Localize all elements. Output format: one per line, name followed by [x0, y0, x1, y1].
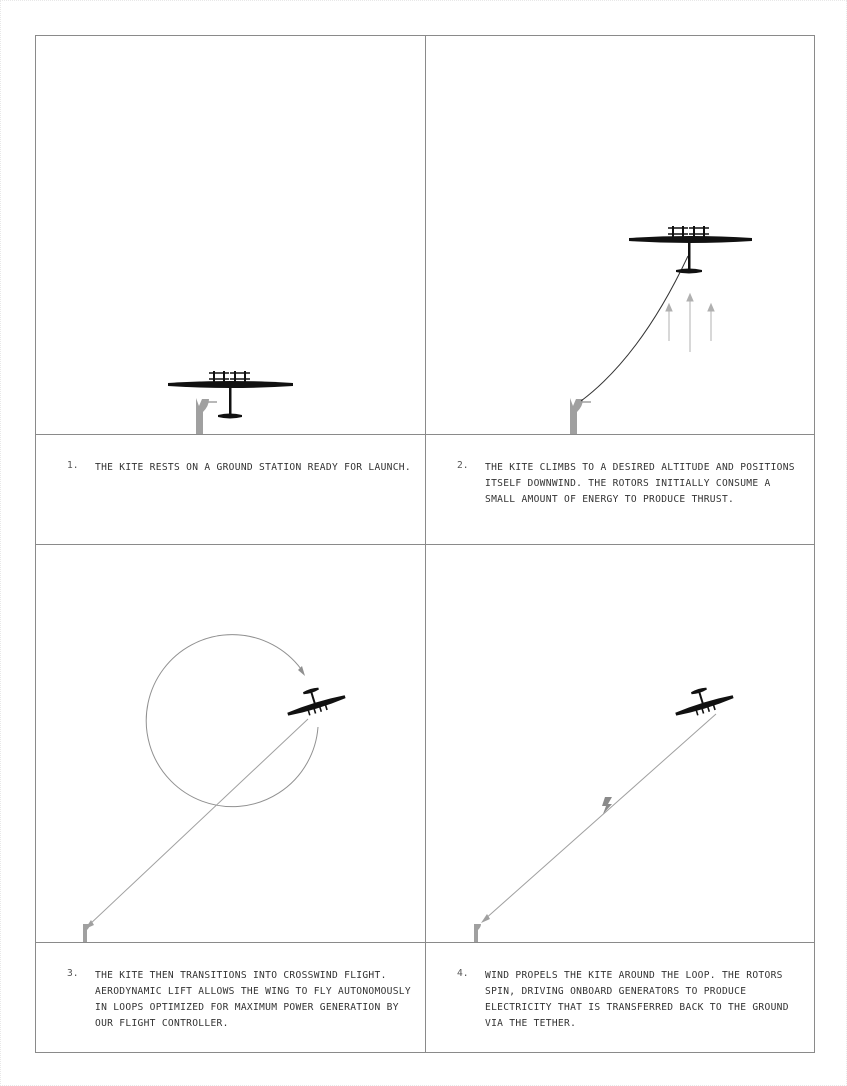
scene-power-generation: [474, 687, 734, 942]
lightning-icon: [602, 797, 612, 814]
step-description: WIND PROPELS THE KITE AROUND THE LOOP. T…: [485, 970, 789, 1029]
kite-wing: [287, 687, 346, 716]
panel-1: 1. THE KITE RESTS ON A GROUND STATION RE…: [36, 36, 426, 544]
caption-1: 1. THE KITE RESTS ON A GROUND STATION RE…: [36, 435, 426, 544]
diagram-grid: 1. THE KITE RESTS ON A GROUND STATION RE…: [35, 35, 815, 1053]
caption-divider-top: [36, 434, 814, 435]
row-divider: [36, 544, 814, 545]
step-description: THE KITE CLIMBS TO A DESIRED ALTITUDE AN…: [485, 462, 795, 505]
wind-arrows: [665, 292, 715, 352]
step-number: 2.: [457, 460, 469, 471]
step-number: 3.: [67, 968, 79, 979]
step-description: THE KITE RESTS ON A GROUND STATION READY…: [95, 462, 411, 473]
kite-wing: [629, 226, 752, 274]
ground-station: [83, 924, 90, 942]
caption-3: 3. THE KITE THEN TRANSITIONS INTO CROSSW…: [36, 943, 426, 1052]
step-number: 1.: [67, 460, 79, 471]
tether-arrowhead: [481, 914, 490, 923]
scene-kite-climbing: [570, 226, 752, 434]
step-description: THE KITE THEN TRANSITIONS INTO CROSSWIND…: [95, 970, 411, 1029]
panel-4: 4. WIND PROPELS THE KITE AROUND THE LOOP…: [426, 544, 816, 1052]
caption-4: 4. WIND PROPELS THE KITE AROUND THE LOOP…: [426, 943, 816, 1052]
panel-3: 3. THE KITE THEN TRANSITIONS INTO CROSSW…: [36, 544, 426, 1052]
scene-crosswind-loop: [83, 634, 346, 942]
ground-station: [570, 398, 591, 434]
caption-divider-bottom: [36, 942, 814, 943]
step-number: 4.: [457, 968, 469, 979]
flight-loop: [145, 634, 319, 808]
tether: [580, 255, 689, 402]
loop-arrowhead: [298, 666, 305, 676]
kite-wing: [168, 371, 293, 419]
scene-kite-resting: [168, 371, 293, 434]
ground-station: [196, 398, 217, 434]
tether: [483, 713, 717, 921]
caption-2: 2. THE KITE CLIMBS TO A DESIRED ALTITUDE…: [426, 435, 816, 544]
ground-station: [474, 924, 481, 942]
tether-arrowhead: [85, 920, 94, 929]
tether: [87, 718, 309, 927]
panel-2: 2. THE KITE CLIMBS TO A DESIRED ALTITUDE…: [426, 36, 816, 544]
kite-wing: [675, 687, 734, 716]
